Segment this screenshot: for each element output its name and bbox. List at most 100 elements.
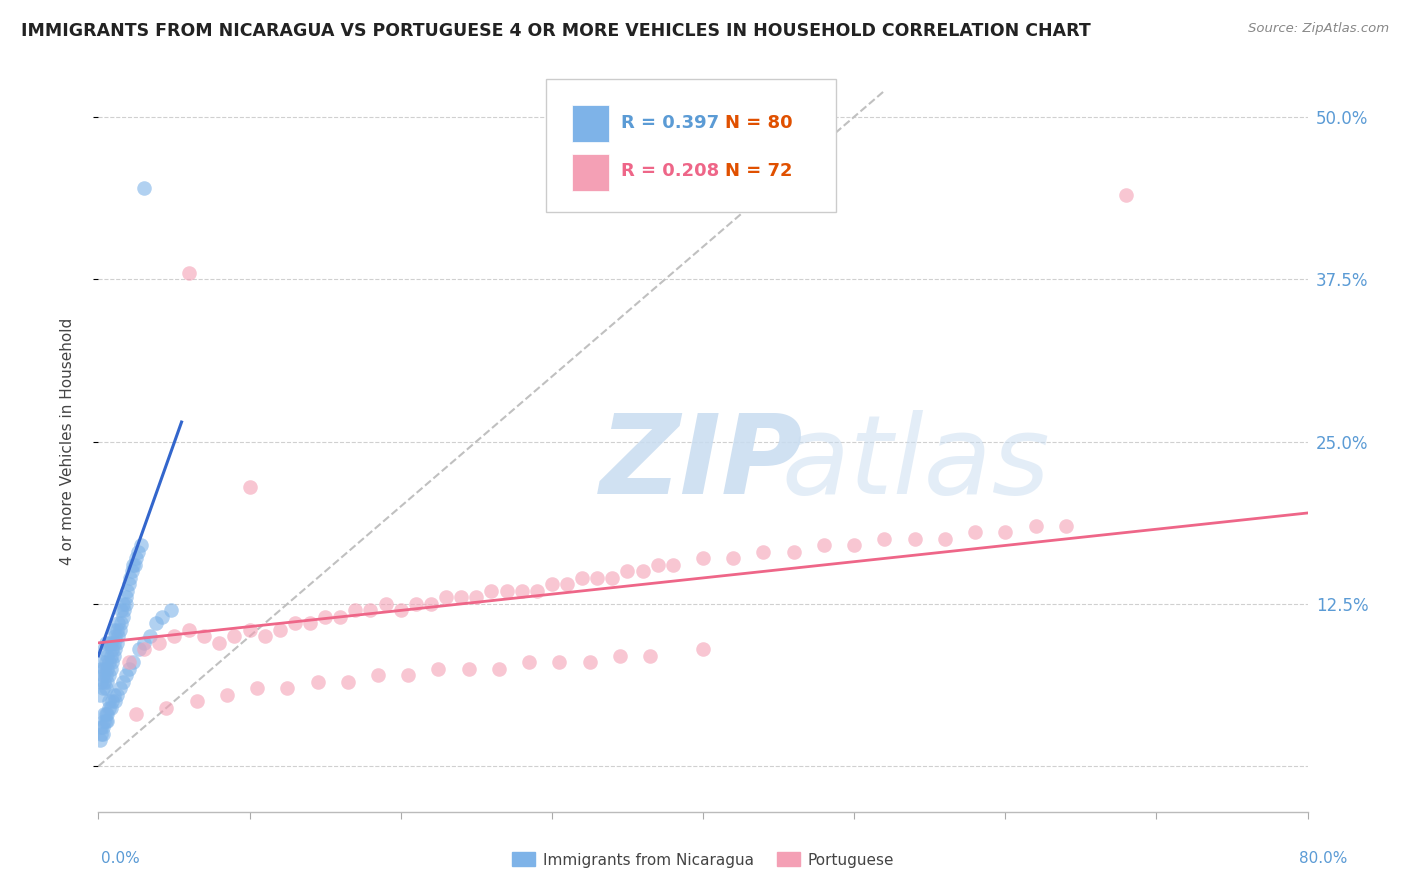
Point <box>111 610 134 624</box>
Point <box>1115 187 1137 202</box>
Point <box>94 714 117 728</box>
Point <box>647 558 669 572</box>
Point <box>155 701 177 715</box>
Point <box>344 603 367 617</box>
Text: R = 0.397: R = 0.397 <box>621 114 718 132</box>
Point <box>548 656 571 670</box>
Point <box>329 610 352 624</box>
Point <box>118 662 141 676</box>
Point <box>121 565 143 579</box>
Point <box>488 662 510 676</box>
Point <box>752 545 775 559</box>
Point <box>105 623 128 637</box>
Point <box>105 636 128 650</box>
Point <box>965 525 987 540</box>
Point <box>692 551 714 566</box>
Text: ZIP: ZIP <box>600 410 804 517</box>
Point <box>96 662 118 676</box>
Point <box>89 688 111 702</box>
Point <box>110 616 132 631</box>
Point <box>1054 519 1077 533</box>
Point <box>163 629 186 643</box>
Point <box>94 707 117 722</box>
Point <box>314 610 336 624</box>
Point <box>571 571 593 585</box>
Point <box>145 616 167 631</box>
FancyBboxPatch shape <box>572 154 609 191</box>
Point <box>186 694 208 708</box>
Point <box>246 681 269 696</box>
Point <box>132 636 155 650</box>
Point <box>396 668 419 682</box>
Point <box>98 656 121 670</box>
Point <box>609 648 631 663</box>
Text: 80.0%: 80.0% <box>1299 851 1347 865</box>
Point <box>239 480 262 494</box>
Point <box>299 616 322 631</box>
Point <box>132 181 155 195</box>
Point <box>934 532 956 546</box>
Point <box>374 597 396 611</box>
Point <box>114 668 136 682</box>
Point <box>107 629 129 643</box>
Point <box>100 662 122 676</box>
Point <box>723 551 745 566</box>
Point <box>179 266 201 280</box>
Point <box>96 674 118 689</box>
Point <box>100 648 122 663</box>
Point <box>510 583 533 598</box>
Point <box>405 597 427 611</box>
Point <box>93 642 115 657</box>
Point <box>108 681 131 696</box>
Point <box>420 597 443 611</box>
Point <box>90 662 112 676</box>
Point <box>118 577 141 591</box>
Point <box>495 583 517 598</box>
Point <box>307 674 329 689</box>
Point <box>107 616 129 631</box>
Point <box>578 656 600 670</box>
Point <box>91 668 114 682</box>
Point <box>103 648 125 663</box>
Point <box>457 662 479 676</box>
Point <box>94 636 117 650</box>
Point <box>160 603 183 617</box>
Point <box>112 603 135 617</box>
Point <box>90 727 112 741</box>
Point <box>114 591 136 605</box>
Point <box>638 648 661 663</box>
Text: N = 72: N = 72 <box>724 161 792 179</box>
Point <box>96 707 118 722</box>
Point <box>844 538 866 552</box>
Point <box>129 538 152 552</box>
Point <box>783 545 806 559</box>
Text: IMMIGRANTS FROM NICARAGUA VS PORTUGUESE 4 OR MORE VEHICLES IN HOUSEHOLD CORRELAT: IMMIGRANTS FROM NICARAGUA VS PORTUGUESE … <box>21 22 1091 40</box>
Point <box>336 674 359 689</box>
Point <box>904 532 927 546</box>
Point <box>93 674 115 689</box>
Point <box>89 733 111 747</box>
Point <box>104 629 127 643</box>
Y-axis label: 4 or more Vehicles in Household: 4 or more Vehicles in Household <box>60 318 75 566</box>
Point <box>115 583 138 598</box>
FancyBboxPatch shape <box>546 78 837 212</box>
Point <box>108 623 131 637</box>
Point <box>465 591 488 605</box>
Point <box>98 701 121 715</box>
Text: Source: ZipAtlas.com: Source: ZipAtlas.com <box>1249 22 1389 36</box>
Point <box>101 656 124 670</box>
Point <box>90 720 112 734</box>
Point <box>125 707 148 722</box>
Point <box>179 623 201 637</box>
Point <box>481 583 503 598</box>
Point <box>540 577 562 591</box>
Point <box>517 656 540 670</box>
Point <box>96 714 118 728</box>
Point <box>239 623 262 637</box>
Point <box>96 648 118 663</box>
Point <box>434 591 457 605</box>
Point <box>124 558 146 572</box>
Point <box>1024 519 1046 533</box>
Text: N = 80: N = 80 <box>724 114 793 132</box>
Point <box>661 558 683 572</box>
